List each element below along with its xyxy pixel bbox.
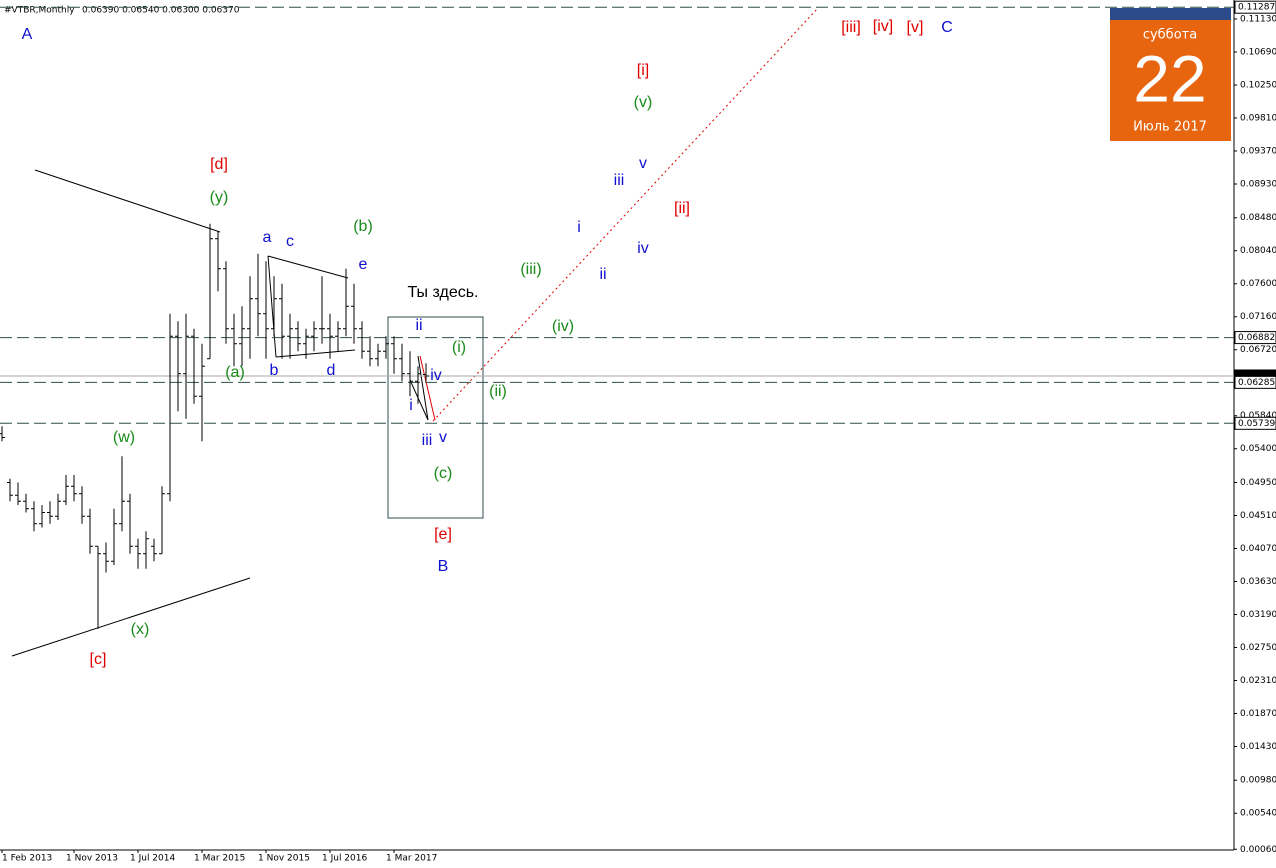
x-tick-label: 1 Jul 2016 <box>322 854 367 864</box>
wave-label: ii <box>415 317 422 334</box>
wave-label: (iv) <box>552 318 574 335</box>
wave-label: [iv] <box>873 18 893 35</box>
wave-label: iii <box>422 432 433 449</box>
y-tick-label: 0.10250 <box>1240 80 1276 90</box>
y-tick-label: 0.01430 <box>1240 742 1276 752</box>
wave-line <box>419 355 436 421</box>
y-tick-label: 0.05400 <box>1240 444 1276 454</box>
ohlc-header: 0.06390 0.06540 0.06300 0.06370 <box>82 6 240 16</box>
wave-label: a <box>263 229 272 246</box>
level-box <box>1234 375 1276 389</box>
x-tick-label: 1 Nov 2015 <box>258 854 310 864</box>
wave-label: (w) <box>113 429 135 446</box>
y-tick-label: 0.00060 <box>1240 845 1276 855</box>
wave-label: [d] <box>210 156 228 173</box>
wave-label: Ты здесь. <box>407 284 478 301</box>
wave-label: [ii] <box>674 200 690 217</box>
y-tick-label: 0.07600 <box>1240 279 1276 289</box>
wave-label: (i) <box>452 339 466 356</box>
drawings <box>11 169 484 657</box>
level-label: 0.11287 <box>1238 3 1275 13</box>
level-box <box>1234 416 1276 430</box>
calendar-weekday: суббота <box>1143 28 1197 43</box>
x-tick-label: 1 Mar 2017 <box>386 854 437 864</box>
y-tick-label: 0.08040 <box>1240 246 1276 256</box>
wave-label: A <box>22 26 33 43</box>
y-tick-label: 0.09810 <box>1240 113 1276 123</box>
wave-label: (iii) <box>520 261 541 278</box>
level-box <box>1234 331 1276 345</box>
y-tick-label: 0.08930 <box>1240 179 1276 189</box>
wave-label: [c] <box>90 651 107 668</box>
wave-label: B <box>438 558 449 575</box>
y-tick-label: 0.05840 <box>1240 411 1276 421</box>
y-tick-label: 0.07160 <box>1240 312 1276 322</box>
wave-label: (v) <box>634 94 653 111</box>
wave-label: [iii] <box>841 19 861 36</box>
y-tick-label: 0.11130 <box>1240 14 1276 24</box>
y-tick-label: 0.01870 <box>1240 709 1276 719</box>
wave-label: (x) <box>131 621 150 638</box>
level-label: 0.06285 <box>1238 378 1275 388</box>
y-tick-label: 0.04510 <box>1240 511 1276 521</box>
wave-label: (y) <box>210 189 229 206</box>
y-tick-label: 0.06720 <box>1240 345 1276 355</box>
wave-label: C <box>941 19 953 36</box>
wave-label: (ii) <box>489 383 507 400</box>
wave-label: (b) <box>353 218 373 235</box>
y-tick-label: 0.00980 <box>1240 776 1276 786</box>
level-box <box>1234 0 1276 14</box>
calendar-month: Июль 2017 <box>1133 120 1207 135</box>
wave-label: iv <box>430 367 442 384</box>
symbol: #VTBR,Monthly <box>4 6 75 16</box>
y-tick-label: 0.00540 <box>1240 809 1276 819</box>
wave-label: e <box>359 256 368 273</box>
x-tick-label: 1 Mar 2015 <box>194 854 245 864</box>
wave-label: i <box>577 219 581 236</box>
projection-line <box>432 7 819 422</box>
y-tick-label: 0.04950 <box>1240 478 1276 488</box>
y-tick-label: 0.03630 <box>1240 577 1276 587</box>
y-tick-label: 0.02750 <box>1240 643 1276 653</box>
x-tick-label: 1 Nov 2013 <box>66 854 118 864</box>
wave-label: (a) <box>225 364 245 381</box>
y-tick-label: 0.09370 <box>1240 146 1276 156</box>
wave-label: b <box>270 362 279 379</box>
level-label: 0.06882 <box>1238 333 1275 343</box>
wave-label: c <box>286 233 294 250</box>
wave-label: ii <box>599 266 606 283</box>
y-tick-label: 0.02310 <box>1240 676 1276 686</box>
y-tick-label: 0.03190 <box>1240 610 1276 620</box>
calendar: суббота 22 Июль 2017 <box>1110 8 1231 141</box>
wave-label: v <box>639 155 647 172</box>
y-tick-label: 0.04070 <box>1240 544 1276 554</box>
wave-label: i <box>409 397 413 414</box>
wave-label: [i] <box>637 62 649 79</box>
calendar-day: 22 <box>1133 41 1206 115</box>
x-tick-label: 1 Jul 2014 <box>130 854 175 864</box>
wave-label: d <box>327 362 336 379</box>
wave-label: [v] <box>907 19 924 36</box>
wave-label: [e] <box>434 526 452 543</box>
wave-label: iii <box>614 172 625 189</box>
y-tick-label: 0.08480 <box>1240 213 1276 223</box>
x-tick-label: 1 Feb 2013 <box>2 854 52 864</box>
wave-label: v <box>439 429 447 446</box>
y-tick-label: 0.10690 <box>1240 47 1276 57</box>
level-label: 0.05739 <box>1238 419 1275 429</box>
wave-label: (c) <box>434 465 453 482</box>
wave-label: iv <box>637 240 649 257</box>
